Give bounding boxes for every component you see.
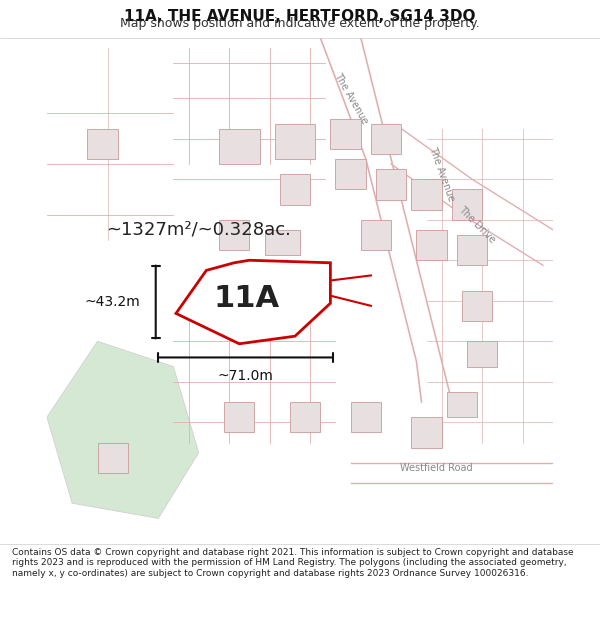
Text: ~43.2m: ~43.2m [85, 295, 140, 309]
Text: Westfield Road: Westfield Road [400, 462, 473, 472]
Polygon shape [176, 260, 331, 344]
Polygon shape [97, 442, 128, 473]
Polygon shape [416, 230, 447, 260]
Polygon shape [350, 402, 381, 432]
Polygon shape [280, 174, 310, 204]
Polygon shape [229, 265, 260, 291]
Polygon shape [275, 124, 315, 159]
Polygon shape [467, 341, 497, 366]
Text: 11A: 11A [214, 284, 280, 312]
Polygon shape [219, 220, 250, 250]
Polygon shape [335, 159, 366, 189]
Polygon shape [224, 402, 254, 432]
Text: The Avenue: The Avenue [427, 146, 456, 203]
Polygon shape [331, 119, 361, 149]
Text: The Drive: The Drive [457, 204, 497, 245]
Polygon shape [47, 341, 199, 519]
Polygon shape [265, 230, 300, 255]
Polygon shape [412, 179, 442, 209]
Polygon shape [457, 235, 487, 265]
Polygon shape [376, 169, 406, 199]
Text: ~1327m²/~0.328ac.: ~1327m²/~0.328ac. [106, 221, 291, 239]
Text: Map shows position and indicative extent of the property.: Map shows position and indicative extent… [120, 17, 480, 30]
Polygon shape [412, 418, 442, 447]
Polygon shape [361, 220, 391, 250]
Text: The Avenue: The Avenue [332, 71, 370, 126]
Polygon shape [88, 129, 118, 159]
Text: 11A, THE AVENUE, HERTFORD, SG14 3DQ: 11A, THE AVENUE, HERTFORD, SG14 3DQ [124, 9, 476, 24]
Text: ~71.0m: ~71.0m [217, 369, 273, 383]
Text: Contains OS data © Crown copyright and database right 2021. This information is : Contains OS data © Crown copyright and d… [12, 548, 574, 578]
Polygon shape [219, 129, 260, 164]
Polygon shape [371, 124, 401, 154]
Polygon shape [462, 291, 493, 321]
Polygon shape [290, 402, 320, 432]
Polygon shape [452, 189, 482, 220]
Polygon shape [447, 392, 477, 418]
